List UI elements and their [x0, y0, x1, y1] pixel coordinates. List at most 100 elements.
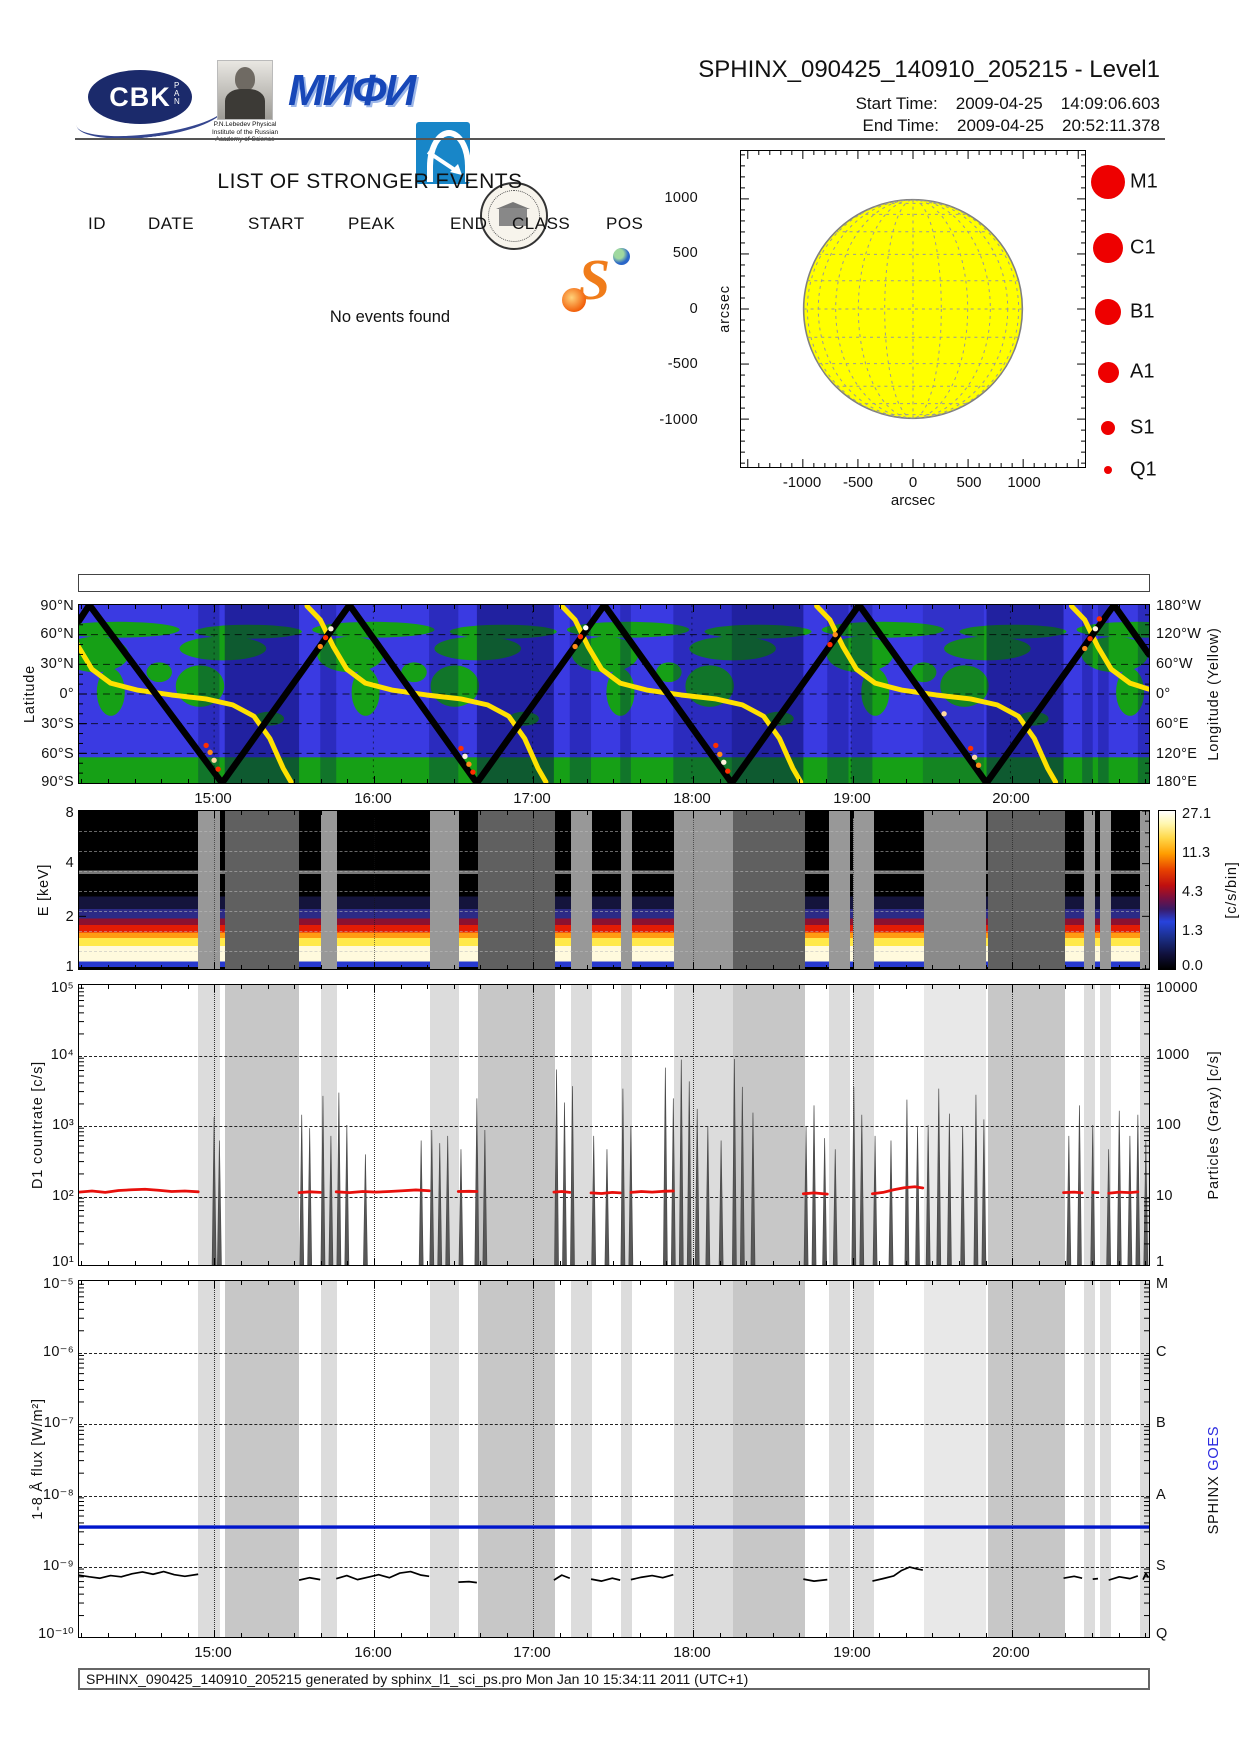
spec-ytick-1: 1 — [65, 959, 74, 975]
time-tick-1500: 15:00 — [194, 790, 232, 807]
map-lon-120w: 120°W — [1156, 626, 1202, 642]
legend-label-s1: S1 — [1130, 416, 1155, 439]
btime-tick-1500: 15:00 — [194, 1644, 232, 1661]
fx-ytick-1e-6: 10⁻⁶ — [43, 1344, 74, 1360]
flux-edge-ticks — [79, 1281, 1149, 1637]
orbit-map-panel — [78, 604, 1150, 784]
time-tick-2000: 20:00 — [992, 790, 1030, 807]
time-tick-1900: 19:00 — [833, 790, 871, 807]
legend-label-a1: A1 — [1130, 360, 1155, 383]
observatory-seal-icon — [480, 182, 548, 250]
spectrogram-colorbar — [1158, 810, 1176, 970]
countrate-edge-ticks — [79, 985, 1149, 1265]
sun-ytick-0: 0 — [689, 301, 698, 317]
map-lon-0: 0° — [1156, 686, 1171, 702]
sun-ytick-1000: 1000 — [664, 190, 698, 206]
start-date-value: 2009-04-25 — [955, 94, 1043, 113]
cr-rtick-10000: 10000 — [1156, 980, 1198, 996]
btime-tick-1800: 18:00 — [673, 1644, 711, 1661]
sun-ytick-500: 500 — [672, 245, 698, 261]
mephi-logo-icon: МИФИ — [288, 66, 416, 115]
fx-ytick-1e-8: 10⁻⁸ — [42, 1487, 74, 1503]
sun-xtick-0: 0 — [908, 474, 918, 491]
map-edge-ticks — [79, 605, 1149, 783]
map-lon-120e: 120°E — [1156, 746, 1198, 762]
legend-label-b1: B1 — [1130, 300, 1155, 323]
fx-source-label: SPHINX GOES — [1206, 1426, 1222, 1535]
no-events-message: No events found — [329, 308, 451, 326]
events-col-class: CLASS — [512, 214, 571, 233]
map-lat-90s: 90°S — [41, 774, 74, 790]
cr-rtick-10: 10 — [1156, 1188, 1173, 1204]
cr-rtick-1: 1 — [1156, 1254, 1165, 1270]
event-interval-bar — [78, 574, 1150, 592]
map-lat-30s: 30°S — [41, 716, 74, 732]
cr-yaxis-label: D1 countrate [c/s] — [30, 1060, 46, 1190]
events-col-start: START — [248, 214, 305, 233]
cbk-pan-text: P A N — [174, 81, 180, 106]
goes-class-b: B — [1156, 1415, 1166, 1431]
start-time-value: 14:09:06.603 — [1060, 94, 1160, 113]
earth-globe-icon — [613, 248, 630, 265]
spec-ytick-4: 4 — [65, 855, 74, 871]
sun-sphere-icon — [562, 288, 586, 312]
sun-yaxis-label: arcsec — [717, 285, 733, 333]
fx-yaxis-label: 1-8 Å flux [W/m²] — [30, 1398, 46, 1520]
events-col-id: ID — [88, 214, 106, 233]
cbar-tick-0: 0.0 — [1182, 958, 1204, 974]
end-time-row: End Time: 2009-04-25 20:52:11.378 — [862, 116, 1160, 136]
events-list-title: LIST OF STRONGER EVENTS — [217, 170, 523, 193]
map-lat-30n: 30°N — [40, 656, 74, 672]
map-lat-60s: 60°S — [41, 746, 74, 762]
legend-label-c1: C1 — [1130, 236, 1156, 259]
time-tick-1700: 17:00 — [513, 790, 551, 807]
cr-ytick-1e5: 10⁵ — [50, 980, 74, 996]
cr-ytick-1e3: 10³ — [52, 1117, 74, 1133]
lebedev-caption: P.N.Lebedev Physical Institute of the Ru… — [211, 121, 279, 143]
countrate-panel — [78, 984, 1150, 1266]
cbar-tick-27: 27.1 — [1182, 806, 1212, 822]
sun-xaxis-label: arcsec — [890, 492, 936, 509]
arch-arrow-icon — [426, 150, 462, 175]
page-title: SPHINX_090425_140910_205215 - Level1 — [698, 56, 1160, 83]
sun-ytick-m1000: -1000 — [659, 412, 698, 428]
start-time-label: Start Time: — [855, 94, 938, 113]
end-time-label: End Time: — [862, 116, 940, 135]
flux-data-svg — [79, 1283, 1149, 1617]
events-col-peak: PEAK — [348, 214, 396, 233]
arch-logo-icon — [416, 122, 471, 184]
sun-xtick-m500: -500 — [842, 474, 874, 491]
map-lat-60n: 60°N — [40, 626, 74, 642]
start-time-row: Start Time: 2009-04-25 14:09:06.603 — [856, 94, 1160, 114]
btime-tick-1900: 19:00 — [833, 1644, 871, 1661]
countrate-gap-bands — [79, 985, 1149, 1265]
cbar-unit-label: [c/s/bin] — [1224, 861, 1240, 919]
spectrogram-panel — [78, 810, 1150, 970]
spectrogram-edge-ticks — [79, 811, 1149, 969]
cr-rtick-1000: 1000 — [1156, 1047, 1190, 1063]
cr-ytick-1e1: 10¹ — [52, 1254, 74, 1270]
events-col-end: END — [450, 214, 488, 233]
cbar-tick-1: 1.3 — [1182, 923, 1204, 939]
generation-footer-text: SPHINX_090425_140910_205215 generated by… — [86, 1671, 749, 1687]
sun-disk-plot — [740, 150, 1086, 468]
cr-ytick-1e2: 10² — [52, 1188, 74, 1204]
sun-xtick-m1000: -1000 — [782, 474, 822, 491]
fx-source-sphinx: SPHINX — [1206, 1475, 1222, 1535]
flux-panel — [78, 1280, 1150, 1638]
cbk-pan-logo-icon: CBK P A N — [74, 70, 226, 146]
sun-xtick-1000: 1000 — [1007, 474, 1041, 491]
spec-ytick-8: 8 — [65, 805, 74, 821]
cr-rtick-100: 100 — [1156, 1117, 1182, 1133]
btime-tick-2000: 20:00 — [992, 1644, 1030, 1661]
goes-class-c: C — [1156, 1344, 1167, 1360]
map-lat-90n: 90°N — [40, 598, 74, 614]
cbar-tick-11: 11.3 — [1182, 845, 1211, 861]
cbar-tick-4: 4.3 — [1182, 884, 1204, 900]
cr-yaxis2-label: Particles (Gray) [c/s] — [1206, 1050, 1222, 1200]
cbk-logo-text: CBK — [109, 81, 171, 112]
sun-disk-svg — [741, 151, 1085, 467]
goes-class-m: M — [1156, 1276, 1169, 1292]
fx-ytick-1e-5: 10⁻⁵ — [43, 1276, 74, 1292]
